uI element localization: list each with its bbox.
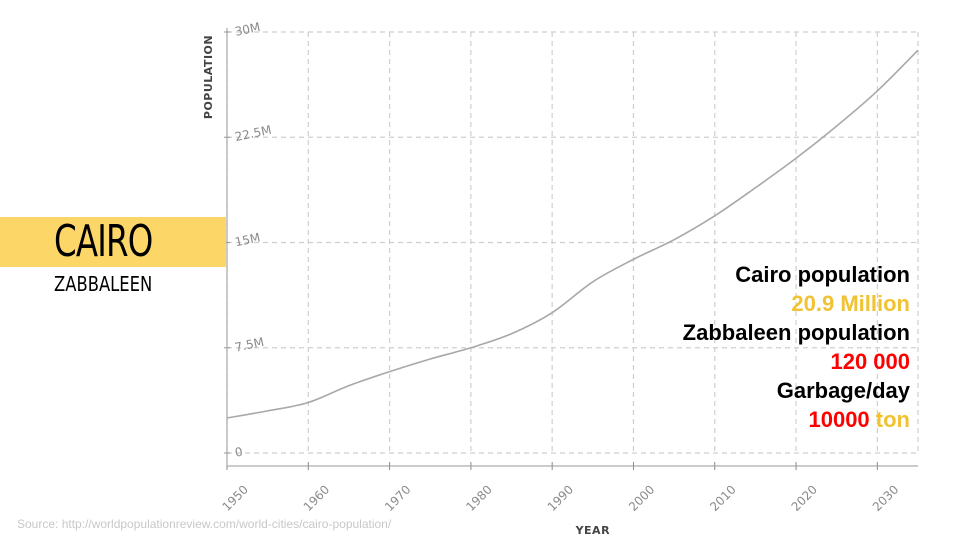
- stats-panel: Cairo population 20.9 Million Zabbaleen …: [683, 260, 910, 434]
- x-tick-label: 2010: [707, 482, 738, 513]
- y-tick-label: 15M: [234, 230, 262, 249]
- x-tick-label: 1950: [219, 482, 250, 513]
- y-tick-label: 30M: [234, 20, 262, 39]
- zabbaleen-population-label: Zabbaleen population: [682, 320, 910, 345]
- x-axis-title: YEAR: [575, 524, 610, 537]
- garbage-value: 10000: [808, 407, 870, 432]
- y-tick-label: 22.5M: [234, 123, 273, 144]
- x-tick-label: 1960: [301, 482, 332, 513]
- x-tick-label: 1990: [545, 482, 576, 513]
- chart-panel: 0 7.5M 15M 22.5M 30M 1950 1960 1970 1980 1990 2000…: [188, 0, 960, 540]
- y-tick-label: 0: [234, 445, 244, 460]
- cairo-population-value: 20.9 Million: [791, 291, 910, 316]
- x-tick-label: 1970: [382, 482, 413, 513]
- cairo-population-label: Cairo population: [735, 262, 910, 287]
- page-subtitle: ZABBALEEN: [54, 272, 153, 296]
- page-title: CAIRO: [54, 216, 153, 267]
- population-series-line: [226, 49, 919, 419]
- x-tick-label: 2020: [789, 482, 820, 513]
- y-axis-title: POPULATION: [202, 35, 215, 119]
- garbage-label: Garbage/day: [776, 378, 910, 403]
- population-chart: 0 7.5M 15M 22.5M 30M 1950 1960 1970 1980 1990 2000…: [202, 20, 919, 537]
- y-tick-label: 7.5M: [234, 335, 266, 355]
- zabbaleen-population-value: 120 000: [830, 349, 910, 374]
- garbage-unit: ton: [875, 407, 910, 432]
- source-link[interactable]: Source: http://worldpopulationreview.com…: [17, 517, 392, 531]
- x-tick-label: 1980: [463, 482, 494, 513]
- title-band: [0, 217, 226, 267]
- x-tick-label: 2030: [870, 482, 901, 513]
- garbage-value-line: 10000 ton: [683, 405, 910, 434]
- x-tick-label: 2000: [626, 482, 657, 513]
